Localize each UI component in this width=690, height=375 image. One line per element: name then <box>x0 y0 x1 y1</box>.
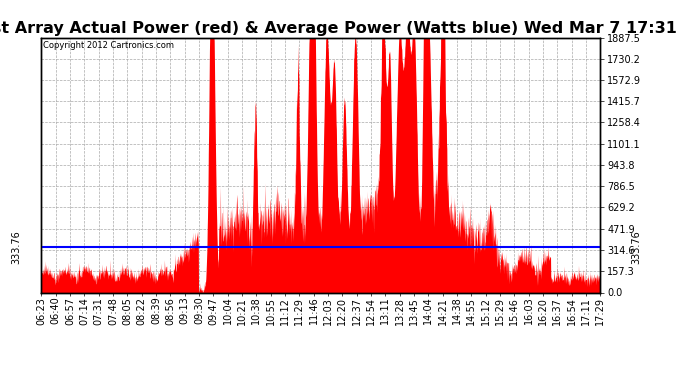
Text: 333.76: 333.76 <box>631 231 641 264</box>
Text: Copyright 2012 Cartronics.com: Copyright 2012 Cartronics.com <box>43 41 173 50</box>
Title: West Array Actual Power (red) & Average Power (Watts blue) Wed Mar 7 17:31: West Array Actual Power (red) & Average … <box>0 21 678 36</box>
Text: 333.76: 333.76 <box>11 231 21 264</box>
